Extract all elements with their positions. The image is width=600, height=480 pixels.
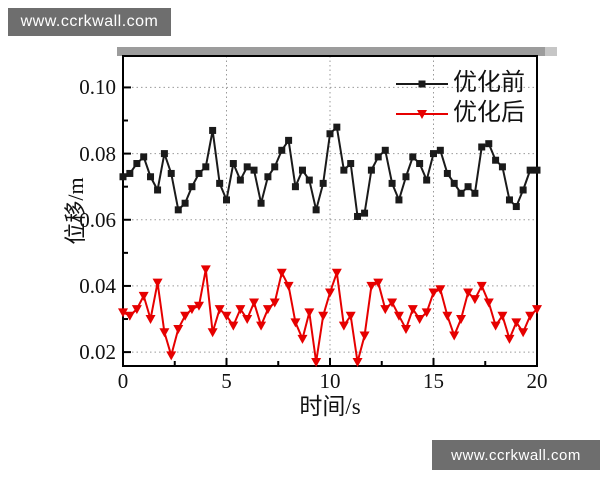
legend-label-before-optimization: 优化前	[453, 70, 525, 96]
y-tick-label: 0.04	[79, 273, 116, 298]
legend-label-after-optimization: 优化后	[453, 100, 525, 126]
y-tick-label: 0.02	[79, 340, 116, 365]
y-axis-title: 位移/m	[63, 177, 88, 245]
x-tick-label: 5	[221, 369, 232, 393]
x-tick-label: 15	[423, 369, 444, 393]
y-tick-label: 0.06	[79, 207, 116, 232]
x-tick-label: 0	[117, 369, 129, 393]
gray-bar-decoration	[117, 47, 545, 56]
y-tick-label: 0.08	[79, 141, 116, 166]
legend-markers	[396, 80, 448, 119]
watermark-bottom-right: www.ccrkwall.com	[432, 440, 600, 470]
axis-ticks	[122, 86, 538, 366]
gridlines	[123, 56, 537, 366]
watermark-text: www.ccrkwall.com	[20, 13, 159, 30]
x-tick-label: 10	[319, 369, 341, 393]
x-axis-title: 时间/s	[299, 394, 361, 419]
y-tick-label: 0.10	[79, 75, 116, 100]
series-1	[118, 265, 542, 368]
series-0	[119, 123, 541, 220]
watermark-top-left: www.ccrkwall.com	[8, 8, 171, 36]
watermark-text: www.ccrkwall.com	[451, 446, 581, 464]
x-tick-label: 20	[526, 369, 548, 393]
gray-bar-cap	[545, 47, 557, 56]
